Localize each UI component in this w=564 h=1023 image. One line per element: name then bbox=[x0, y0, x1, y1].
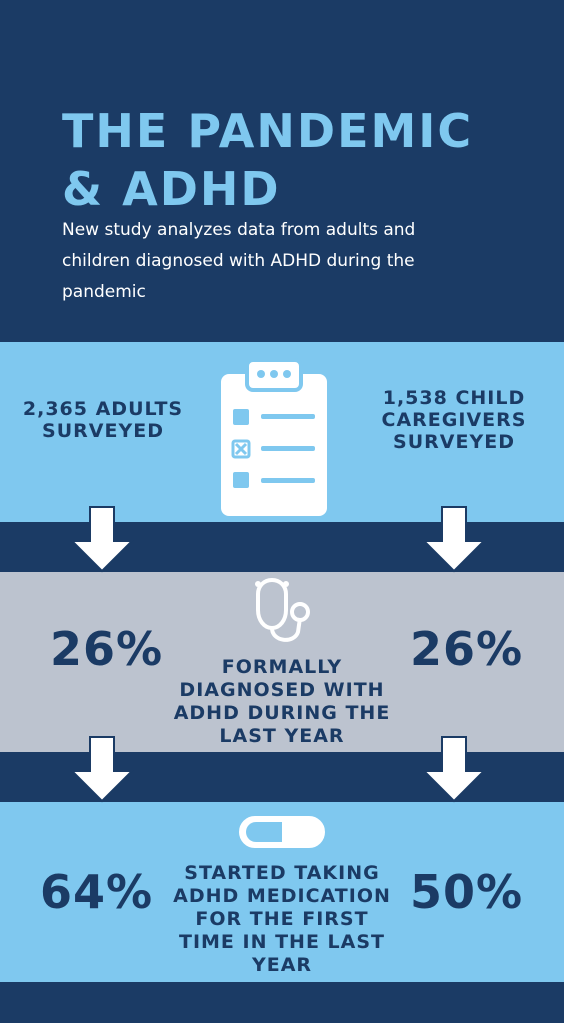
adults-medication-percent: 64% bbox=[40, 865, 154, 919]
page-title: THE PANDEMIC & ADHD bbox=[62, 102, 522, 218]
diagnosis-band bbox=[0, 572, 564, 752]
down-arrow-icon bbox=[421, 506, 487, 573]
down-arrow-icon bbox=[69, 506, 135, 573]
pill-capsule-icon bbox=[239, 816, 325, 848]
title-line-2: & ADHD bbox=[62, 162, 281, 216]
down-arrow-icon bbox=[69, 736, 135, 803]
stethoscope-icon bbox=[255, 578, 310, 642]
title-line-1: THE PANDEMIC bbox=[62, 104, 474, 158]
down-arrow-icon bbox=[421, 736, 487, 803]
medication-caption: STARTED TAKING ADHD MEDICATION FOR THE F… bbox=[173, 862, 391, 976]
page-subtitle: New study analyzes data from adults and … bbox=[62, 220, 416, 302]
caregivers-surveyed-label: 1,538 CHILD CAREGIVERS SURVEYED bbox=[381, 387, 527, 453]
diagnosis-caption: FORMALLY DIAGNOSED WITH ADHD DURING THE … bbox=[173, 656, 391, 747]
clipboard-checklist-icon bbox=[221, 358, 327, 516]
children-medication-percent: 50% bbox=[410, 865, 524, 919]
adults-diagnosed-percent: 26% bbox=[50, 622, 164, 676]
adults-surveyed-label: 2,365 ADULTS SURVEYED bbox=[22, 398, 184, 442]
children-diagnosed-percent: 26% bbox=[410, 622, 524, 676]
